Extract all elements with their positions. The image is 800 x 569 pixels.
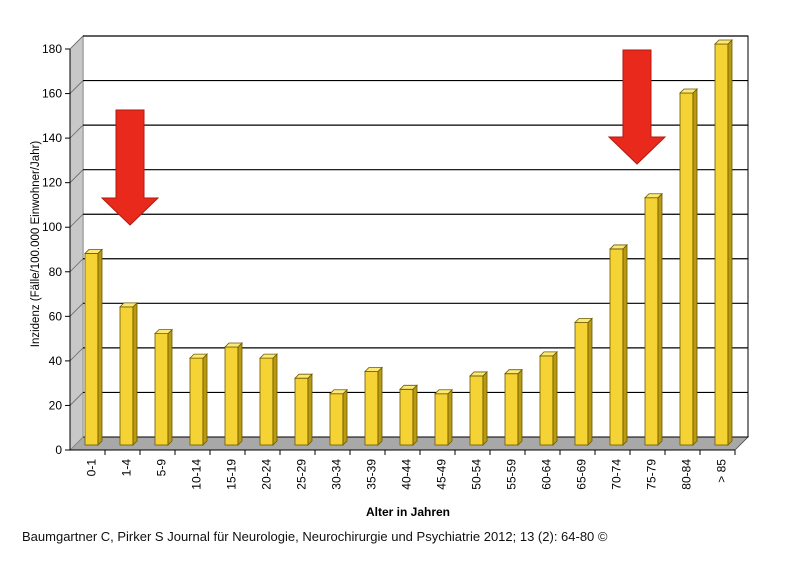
x-tick-label: 75-79 — [645, 459, 659, 490]
down-arrow-icon — [607, 49, 667, 165]
bar — [364, 366, 383, 446]
gridline-side — [69, 258, 84, 273]
down-arrow-icon — [100, 109, 160, 226]
y-axis-label: Inzidenz (Fälle/100.000 Einwohner/Jahr) — [30, 141, 42, 348]
gridline-side — [69, 303, 84, 317]
bar — [574, 317, 593, 446]
y-tick-label: 20 — [49, 398, 63, 412]
annotations — [100, 49, 667, 226]
source-citation: Baumgartner C, Pirker S Journal für Neur… — [22, 529, 608, 544]
x-tick-label: 55-59 — [505, 459, 519, 490]
x-tick-label: 5-9 — [155, 459, 169, 477]
bar — [714, 39, 733, 446]
x-tick-label: 30-34 — [330, 459, 344, 490]
bar — [259, 353, 278, 446]
y-tick-label: 100 — [42, 220, 62, 234]
x-tick-label: 0-1 — [85, 459, 99, 477]
bar — [679, 88, 698, 446]
bar — [119, 301, 138, 446]
x-tick-label: > 85 — [715, 459, 729, 483]
x-tick-label: 15-19 — [225, 459, 239, 490]
y-tick-label: 60 — [49, 309, 63, 323]
x-tick-label: 50-54 — [470, 459, 484, 490]
side-wall — [69, 35, 84, 451]
gridline-side — [69, 169, 84, 183]
x-axis-label: Alter in Jahren — [366, 505, 450, 519]
bar — [469, 370, 488, 446]
x-tick-label: 25-29 — [295, 459, 309, 490]
bar — [329, 388, 348, 446]
y-tick-label: 180 — [42, 42, 62, 56]
chart: 0 20 40 60 80 100 120 140 160 180 0-1 1-4 5-9 10-14 1… — [30, 35, 749, 519]
x-tick-label: 80-84 — [680, 459, 694, 490]
bar — [224, 342, 243, 446]
bars — [84, 39, 733, 446]
x-tick-label: 70-74 — [610, 459, 624, 490]
x-tick-label: 1-4 — [120, 459, 134, 477]
gridline-side — [69, 213, 84, 228]
bar — [609, 243, 628, 446]
bar — [539, 350, 558, 446]
y-axis-ticks: 0 20 40 60 80 100 120 140 160 180 — [42, 42, 71, 457]
bar — [399, 384, 418, 446]
bar — [294, 373, 313, 446]
y-tick-label: 160 — [42, 87, 62, 101]
y-tick-label: 140 — [42, 131, 62, 145]
x-tick-label: 45-49 — [435, 459, 449, 490]
x-tick-label: 20-24 — [260, 459, 274, 490]
x-tick-label: 10-14 — [190, 459, 204, 490]
x-tick-label: 65-69 — [575, 459, 589, 490]
gridline-side — [69, 35, 84, 50]
x-tick-label: 35-39 — [365, 459, 379, 490]
y-tick-label: 40 — [49, 354, 63, 368]
y-tick-label: 120 — [42, 176, 62, 190]
bar — [189, 353, 208, 446]
gridline-side — [69, 80, 84, 94]
bar — [154, 328, 173, 446]
y-tick-label: 80 — [49, 265, 63, 279]
bar — [504, 368, 523, 446]
bar — [84, 248, 103, 446]
y-tick-label: 0 — [55, 443, 62, 457]
x-tick-label: 60-64 — [540, 459, 554, 490]
x-axis-ticks: 0-1 1-4 5-9 10-14 15-19 20-24 25-29 30-34 35-39 4… — [70, 449, 736, 490]
bar — [434, 388, 453, 446]
gridline-side — [69, 347, 84, 362]
gridline-side — [69, 392, 84, 406]
bar — [644, 192, 663, 446]
gridline-side — [69, 124, 84, 139]
x-tick-label: 40-44 — [400, 459, 414, 490]
